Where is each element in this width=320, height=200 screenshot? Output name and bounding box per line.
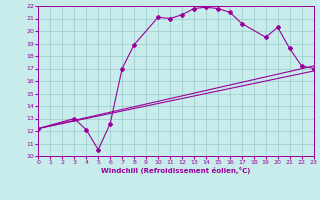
X-axis label: Windchill (Refroidissement éolien,°C): Windchill (Refroidissement éolien,°C) <box>101 167 251 174</box>
